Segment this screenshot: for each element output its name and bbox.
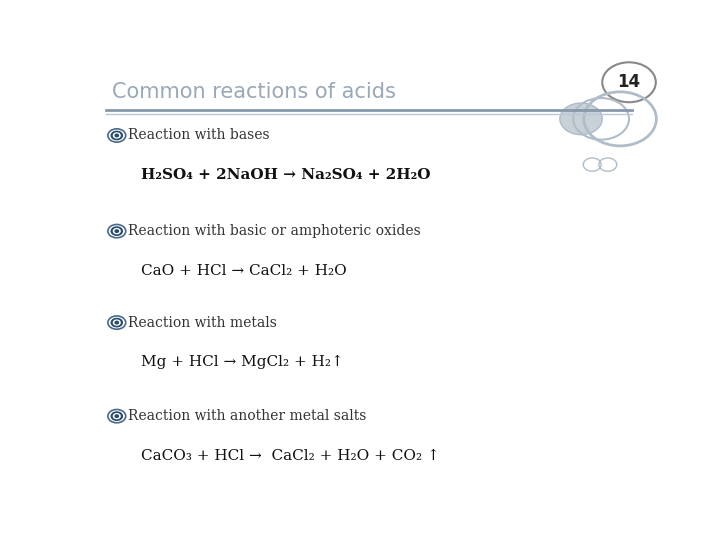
Circle shape — [115, 415, 119, 417]
Circle shape — [111, 227, 122, 235]
Circle shape — [115, 134, 119, 137]
Circle shape — [114, 133, 120, 138]
Text: 14: 14 — [618, 73, 641, 91]
Text: CaO + HCl → CaCl₂ + H₂O: CaO + HCl → CaCl₂ + H₂O — [141, 264, 347, 278]
Circle shape — [114, 228, 120, 234]
Circle shape — [111, 131, 122, 140]
Text: Reaction with basic or amphoteric oxides: Reaction with basic or amphoteric oxides — [128, 224, 420, 238]
Circle shape — [111, 319, 122, 327]
Circle shape — [115, 230, 119, 232]
Circle shape — [115, 321, 119, 324]
Text: H₂SO₄ + 2NaOH → Na₂SO₄ + 2H₂O: H₂SO₄ + 2NaOH → Na₂SO₄ + 2H₂O — [141, 168, 431, 182]
Text: Reaction with bases: Reaction with bases — [128, 129, 269, 143]
Circle shape — [114, 320, 120, 325]
Text: Reaction with metals: Reaction with metals — [128, 315, 276, 329]
Text: Mg + HCl → MgCl₂ + H₂↑: Mg + HCl → MgCl₂ + H₂↑ — [141, 355, 344, 369]
Circle shape — [111, 412, 122, 420]
Circle shape — [114, 414, 120, 418]
Text: Reaction with another metal salts: Reaction with another metal salts — [128, 409, 366, 423]
Circle shape — [560, 103, 602, 134]
Text: CaCO₃ + HCl →  CaCl₂ + H₂O + CO₂ ↑: CaCO₃ + HCl → CaCl₂ + H₂O + CO₂ ↑ — [141, 449, 440, 463]
Text: Common reactions of acids: Common reactions of acids — [112, 82, 396, 102]
